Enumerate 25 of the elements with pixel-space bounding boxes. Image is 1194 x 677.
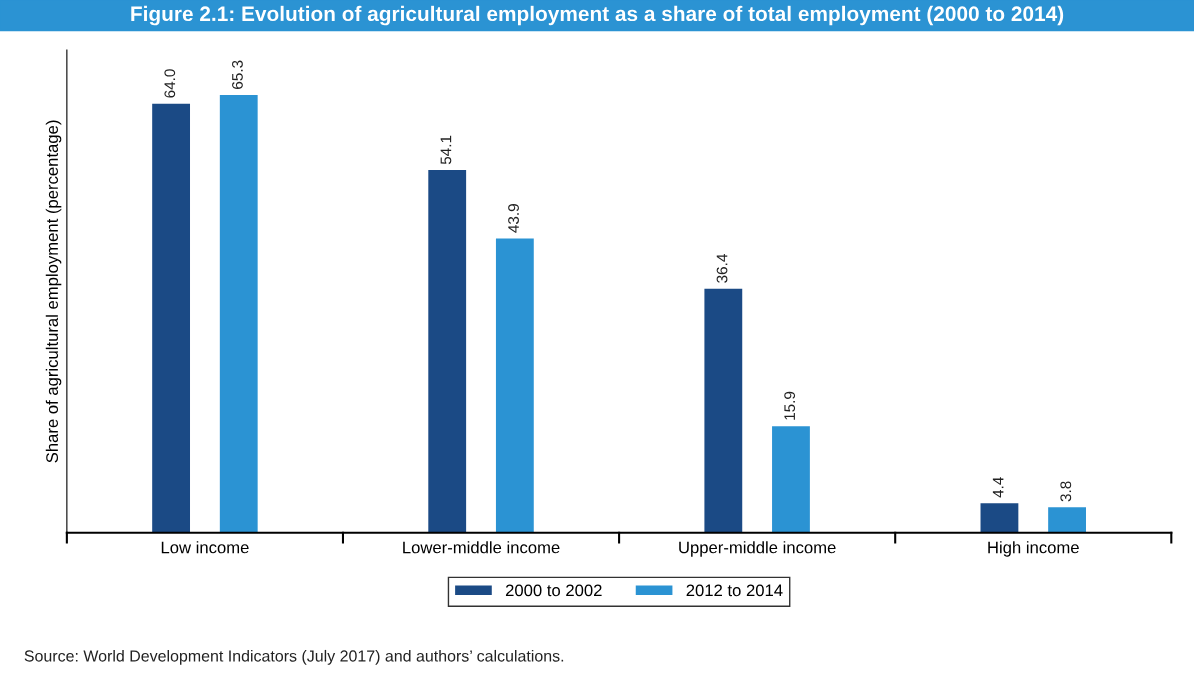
data-label: 36.4 — [716, 254, 728, 283]
legend-label: 2000 to 2002 — [505, 584, 602, 597]
bar — [704, 288, 743, 533]
data-label: 43.9 — [508, 204, 519, 233]
data-label: 3.8 — [1060, 481, 1072, 502]
x-tick-label: Low income — [161, 541, 249, 554]
data-label: 4.4 — [992, 477, 1004, 498]
bar — [980, 503, 1019, 533]
y-axis-title: Share of agricultural employment (percentage) — [45, 120, 62, 463]
chart-title: Figure 2.1: Evolution of agricultural employment as a share of total employment (2000 to 2014) — [131, 5, 1064, 26]
data-label: 65.3 — [232, 60, 243, 89]
legend-label: 2012 to 2014 — [686, 584, 783, 597]
bar — [152, 103, 191, 533]
bar — [495, 238, 534, 533]
data-label: 64.0 — [164, 69, 176, 98]
bar — [772, 426, 810, 533]
x-tick-label: Lower-middle income — [403, 541, 560, 554]
bar — [1048, 507, 1086, 533]
x-tick-label: High income — [988, 541, 1079, 557]
bar — [428, 170, 467, 533]
data-label: 15.9 — [784, 391, 796, 420]
bar — [219, 95, 258, 533]
data-label: 54.1 — [440, 135, 452, 165]
source-note: Source: World Development Indicators (July 2017) and authors’ calculations. — [24, 649, 564, 665]
x-tick-label: Upper-middle income — [679, 541, 836, 557]
